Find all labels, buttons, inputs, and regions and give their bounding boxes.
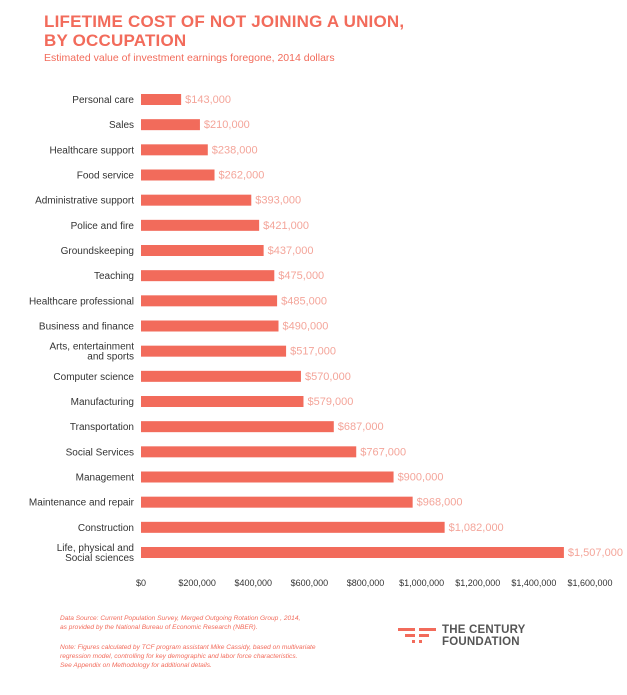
chart-subtitle: Estimated value of investment earnings f… — [44, 52, 335, 64]
value-label-3: $262,000 — [219, 170, 265, 182]
method-footnote-line-1: Note: Figures calculated by TCF program … — [60, 644, 316, 651]
bar-9 — [141, 320, 279, 332]
method-footnote-line-2: regression model, controlling for key de… — [60, 653, 298, 660]
source-footnote: Data Source: Current Population Survey, … — [60, 614, 300, 632]
value-label-9: $490,000 — [283, 321, 329, 333]
category-label-16: Maintenance and repair — [29, 498, 135, 509]
category-label-12: Manufacturing — [71, 397, 134, 408]
category-label-5: Police and fire — [71, 221, 135, 232]
bar-17 — [141, 521, 445, 533]
value-label-2: $238,000 — [212, 144, 258, 156]
bar-16 — [141, 496, 413, 508]
category-label-4: Administrative support — [35, 196, 134, 207]
value-label-8: $485,000 — [281, 295, 327, 307]
x-tick-label-3: $600,000 — [291, 578, 329, 588]
category-label-18-line-0: Life, physical and — [57, 543, 134, 554]
value-label-4: $393,000 — [255, 195, 301, 207]
bar-5 — [141, 219, 260, 231]
value-label-18: $1,507,000 — [568, 547, 623, 559]
category-label-10-line-1: and sports — [87, 352, 134, 363]
x-tick-label-4: $800,000 — [347, 578, 385, 588]
chart-title: LIFETIME COST OF NOT JOINING A UNION, BY… — [44, 12, 604, 50]
x-tick-label-2: $400,000 — [234, 578, 272, 588]
value-label-1: $210,000 — [204, 119, 250, 131]
value-label-5: $421,000 — [263, 220, 309, 232]
bar-6 — [141, 245, 264, 256]
category-label-18-line-1: Social sciences — [65, 553, 134, 564]
category-label-15: Management — [76, 473, 135, 484]
century-foundation-logo: THE CENTURY FOUNDATION — [398, 624, 526, 648]
x-tick-label-7: $1,400,000 — [511, 578, 556, 588]
x-tick-label-1: $200,000 — [178, 578, 216, 588]
category-label-7: Teaching — [94, 271, 134, 282]
bar-18 — [141, 547, 564, 558]
value-label-12: $579,000 — [307, 396, 353, 408]
century-foundation-logo-text: THE CENTURY FOUNDATION — [442, 624, 526, 648]
value-label-13: $687,000 — [338, 421, 384, 433]
bar-1 — [141, 119, 200, 131]
value-label-11: $570,000 — [305, 371, 351, 383]
value-label-10: $517,000 — [290, 346, 336, 358]
category-label-3: Food service — [77, 171, 135, 182]
bar-4 — [141, 194, 252, 206]
source-footnote-line-1: Data Source: Current Population Survey, … — [60, 615, 301, 622]
bar-2 — [141, 144, 208, 156]
bar-12 — [141, 396, 304, 407]
chart-title-line-1: LIFETIME COST OF NOT JOINING A UNION, — [44, 12, 405, 31]
x-tick-label-0: $0 — [136, 578, 146, 588]
logo-text-line-1: THE CENTURY — [442, 624, 526, 636]
x-tick-label-5: $1,000,000 — [399, 578, 444, 588]
bar-3 — [141, 169, 215, 181]
source-footnote-line-2: as provided by the National Bureau of Ec… — [60, 624, 258, 631]
value-label-15: $900,000 — [398, 472, 444, 484]
bar-13 — [141, 421, 334, 433]
bar-8 — [141, 295, 278, 307]
bar-14 — [141, 446, 357, 458]
value-label-7: $475,000 — [278, 270, 324, 282]
category-label-10-line-0: Arts, entertainment — [50, 342, 135, 353]
bar-11 — [141, 370, 301, 382]
century-foundation-logo-mark — [398, 625, 436, 647]
category-label-17: Construction — [78, 523, 134, 534]
category-label-8: Healthcare professional — [29, 296, 134, 307]
bar-0 — [141, 94, 182, 105]
value-label-16: $968,000 — [417, 497, 463, 509]
category-label-0: Personal care — [72, 95, 134, 106]
value-label-6: $437,000 — [268, 245, 314, 257]
value-label-17: $1,082,000 — [449, 522, 504, 534]
category-label-11: Computer science — [53, 372, 134, 383]
category-label-1: Sales — [109, 120, 134, 131]
x-tick-label-8: $1,600,000 — [567, 578, 612, 588]
method-footnote: Note: Figures calculated by TCF program … — [60, 643, 316, 670]
method-footnote-line-3: See Appendix on Methodology for addition… — [60, 662, 212, 669]
chart-title-line-2: BY OCCUPATION — [44, 31, 187, 50]
category-label-9: Business and finance — [39, 322, 135, 333]
bar-7 — [141, 270, 275, 282]
bar-10 — [141, 345, 287, 357]
x-tick-label-6: $1,200,000 — [455, 578, 500, 588]
category-label-2: Healthcare support — [50, 145, 135, 156]
category-label-6: Groundskeeping — [61, 246, 134, 257]
bar-15 — [141, 471, 394, 483]
bar-chart: $143,000 Personal care $210,000 Sales $238,0… — [29, 94, 623, 588]
logo-text-line-2: FOUNDATION — [442, 636, 520, 648]
category-label-14: Social Services — [66, 447, 134, 458]
value-label-0: $143,000 — [185, 94, 231, 106]
category-label-13: Transportation — [70, 422, 134, 433]
value-label-14: $767,000 — [360, 446, 406, 458]
